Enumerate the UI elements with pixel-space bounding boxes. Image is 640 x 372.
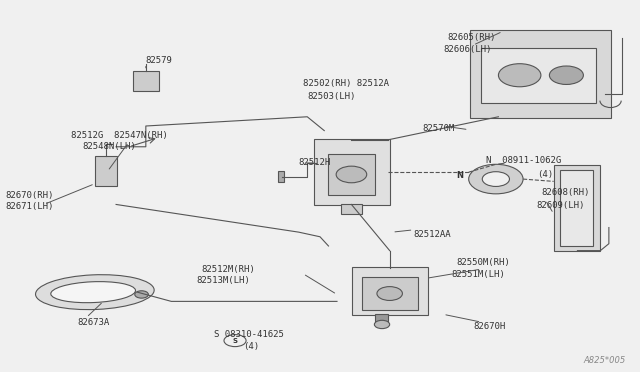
Circle shape — [499, 64, 541, 87]
Text: 82606(LH): 82606(LH) — [443, 45, 492, 54]
Text: N: N — [456, 171, 463, 180]
Bar — [133, 71, 159, 92]
Circle shape — [135, 291, 148, 298]
Bar — [481, 48, 596, 103]
Circle shape — [483, 172, 509, 186]
Text: 82551M(LH): 82551M(LH) — [452, 270, 506, 279]
FancyBboxPatch shape — [352, 267, 428, 315]
Text: 82579: 82579 — [146, 56, 173, 65]
FancyBboxPatch shape — [314, 139, 390, 205]
Circle shape — [374, 320, 390, 328]
Text: (4): (4) — [244, 342, 260, 351]
Bar — [278, 171, 284, 182]
Text: 82512G  82547N(RH): 82512G 82547N(RH) — [71, 131, 168, 140]
Text: 82503(LH): 82503(LH) — [307, 92, 356, 100]
Text: 82609(LH): 82609(LH) — [537, 201, 585, 210]
Text: 82670H: 82670H — [473, 322, 505, 331]
Bar — [561, 170, 593, 246]
FancyBboxPatch shape — [470, 30, 611, 118]
Bar — [328, 154, 375, 195]
Text: A825*005: A825*005 — [584, 356, 626, 365]
Text: N  08911-1062G: N 08911-1062G — [486, 156, 561, 165]
Text: 82605(RH): 82605(RH) — [447, 33, 496, 42]
Bar — [95, 156, 117, 186]
Text: 82673A: 82673A — [78, 318, 110, 327]
Text: 82512M(RH): 82512M(RH) — [201, 264, 255, 273]
Text: 82550M(RH): 82550M(RH) — [456, 258, 509, 267]
Text: 82570M: 82570M — [422, 124, 454, 133]
Ellipse shape — [36, 275, 154, 310]
Text: S: S — [232, 338, 237, 344]
Text: S 08310-41625: S 08310-41625 — [214, 330, 284, 339]
Text: 82502(RH) 82512A: 82502(RH) 82512A — [303, 79, 389, 88]
Text: 82512H: 82512H — [299, 158, 331, 167]
Text: 82513M(LH): 82513M(LH) — [197, 276, 250, 285]
Text: 82670(RH): 82670(RH) — [6, 191, 54, 200]
Circle shape — [549, 66, 584, 84]
Circle shape — [336, 166, 367, 183]
Circle shape — [468, 164, 523, 194]
Bar — [341, 203, 362, 214]
Text: 82512AA: 82512AA — [413, 230, 451, 239]
Text: 82671(LH): 82671(LH) — [6, 202, 54, 211]
Text: 82548N(LH): 82548N(LH) — [82, 142, 136, 151]
Bar — [554, 165, 600, 251]
Text: 82608(RH): 82608(RH) — [541, 189, 589, 198]
Bar — [362, 278, 418, 310]
Circle shape — [377, 286, 403, 301]
Ellipse shape — [51, 282, 136, 303]
Bar — [375, 314, 388, 323]
Text: (4): (4) — [537, 170, 553, 179]
